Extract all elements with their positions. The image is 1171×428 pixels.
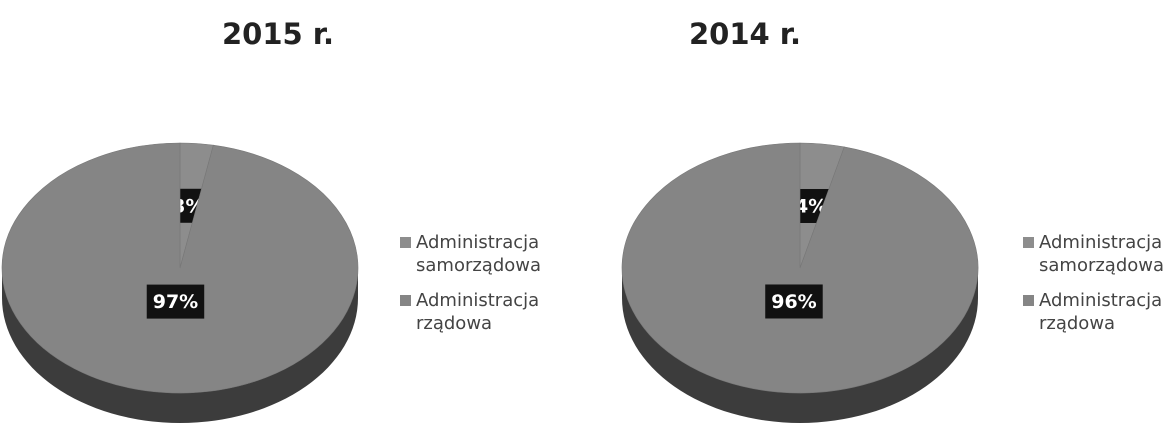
data-label: 97% [146, 284, 205, 319]
legend-swatch [1023, 295, 1034, 306]
pie-slice [1, 142, 359, 394]
legend-item: Administracja rządowa [1023, 289, 1171, 335]
legend-item: Administracja rządowa [400, 289, 550, 335]
legend-label: Administracja samorządowa [416, 232, 542, 276]
legend-swatch [1023, 237, 1034, 248]
data-label-text: 97% [153, 291, 198, 313]
legend-item: Administracja samorządowa [400, 231, 550, 277]
data-label-box [765, 284, 823, 319]
legend-swatch [400, 237, 411, 248]
legend-label: Administracja rządowa [1039, 290, 1163, 334]
legend-swatch [400, 295, 411, 306]
data-label-text: 4% [795, 195, 827, 217]
pie-side [622, 268, 978, 423]
legend: Administracja samorządowa Administracja r… [1023, 231, 1171, 347]
chart-title: 2014 r. [689, 17, 801, 51]
legend-label: Administracja samorządowa [1039, 232, 1165, 276]
data-label-text: 96% [771, 291, 816, 313]
pie-side [2, 268, 358, 423]
data-label-box [146, 284, 205, 319]
legend-label: Administracja rządowa [416, 290, 540, 334]
pie-slice [621, 142, 979, 394]
legend: Administracja samorządowa Administracja r… [400, 231, 550, 347]
legend-item: Administracja samorządowa [1023, 231, 1171, 277]
data-label: 96% [765, 284, 823, 319]
chart-title: 2015 r. [222, 17, 334, 51]
